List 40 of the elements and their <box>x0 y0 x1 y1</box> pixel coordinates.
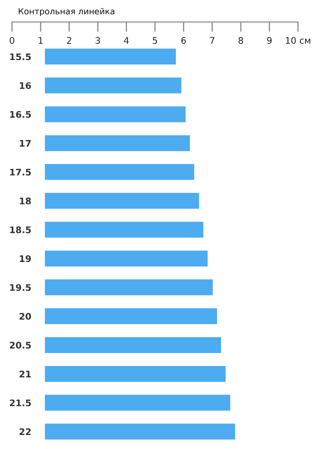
y-tick-label: 21 <box>20 370 31 378</box>
y-tick-label: 19 <box>20 255 31 262</box>
x-tick-label: 7 <box>210 37 214 44</box>
bar <box>44 366 226 382</box>
y-tick-label: 16 <box>20 82 31 90</box>
x-tick-label: 0 <box>10 37 14 44</box>
bar <box>44 48 176 65</box>
x-tick-label: 1 <box>38 37 43 44</box>
bar <box>44 135 190 152</box>
x-tick-label: 4 <box>124 37 129 44</box>
x-tick-label: 2 <box>66 37 72 44</box>
bar <box>44 279 213 296</box>
y-tick-label: 20 <box>20 312 32 320</box>
bar <box>44 337 222 353</box>
bar <box>44 164 194 180</box>
y-tick-label: 21.5 <box>10 399 31 406</box>
y-tick-label: 18 <box>20 198 31 204</box>
bar <box>44 106 186 122</box>
chart-title: Контрольная линейка <box>18 8 114 16</box>
bar <box>44 308 218 324</box>
x-tick-label: 3 <box>96 37 100 44</box>
bar <box>44 192 200 209</box>
bar <box>44 250 208 266</box>
y-tick-label: 17.5 <box>10 168 31 176</box>
y-tick-label: 17 <box>20 140 31 147</box>
y-tick-label: 19.5 <box>10 284 31 291</box>
y-tick-label: 18.5 <box>10 226 31 234</box>
x-tick-label: 5 <box>152 37 158 44</box>
x-tick-label: 6 <box>181 37 186 44</box>
bar <box>44 424 236 440</box>
y-tick-label: 16.5 <box>10 111 31 118</box>
x-tick-label: 10 см <box>286 37 310 44</box>
y-tick-label: 15.5 <box>10 53 31 60</box>
bar <box>44 222 204 238</box>
y-tick-label: 20.5 <box>10 342 31 349</box>
x-tick-label: 9 <box>267 37 272 44</box>
y-tick-label: 22 <box>20 428 31 436</box>
bar <box>44 78 182 94</box>
bar <box>44 394 230 411</box>
x-tick-label: 8 <box>238 37 244 44</box>
